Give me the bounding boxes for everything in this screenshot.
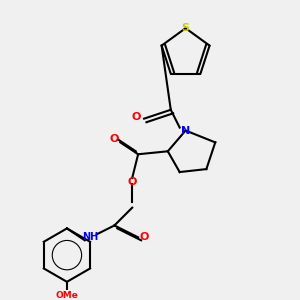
Text: O: O xyxy=(140,232,149,242)
Text: S: S xyxy=(182,23,190,33)
Text: OMe: OMe xyxy=(56,291,78,300)
Text: N: N xyxy=(181,125,190,136)
Text: O: O xyxy=(132,112,141,122)
Text: O: O xyxy=(110,134,119,144)
Text: NH: NH xyxy=(82,232,99,242)
Text: O: O xyxy=(128,177,137,188)
